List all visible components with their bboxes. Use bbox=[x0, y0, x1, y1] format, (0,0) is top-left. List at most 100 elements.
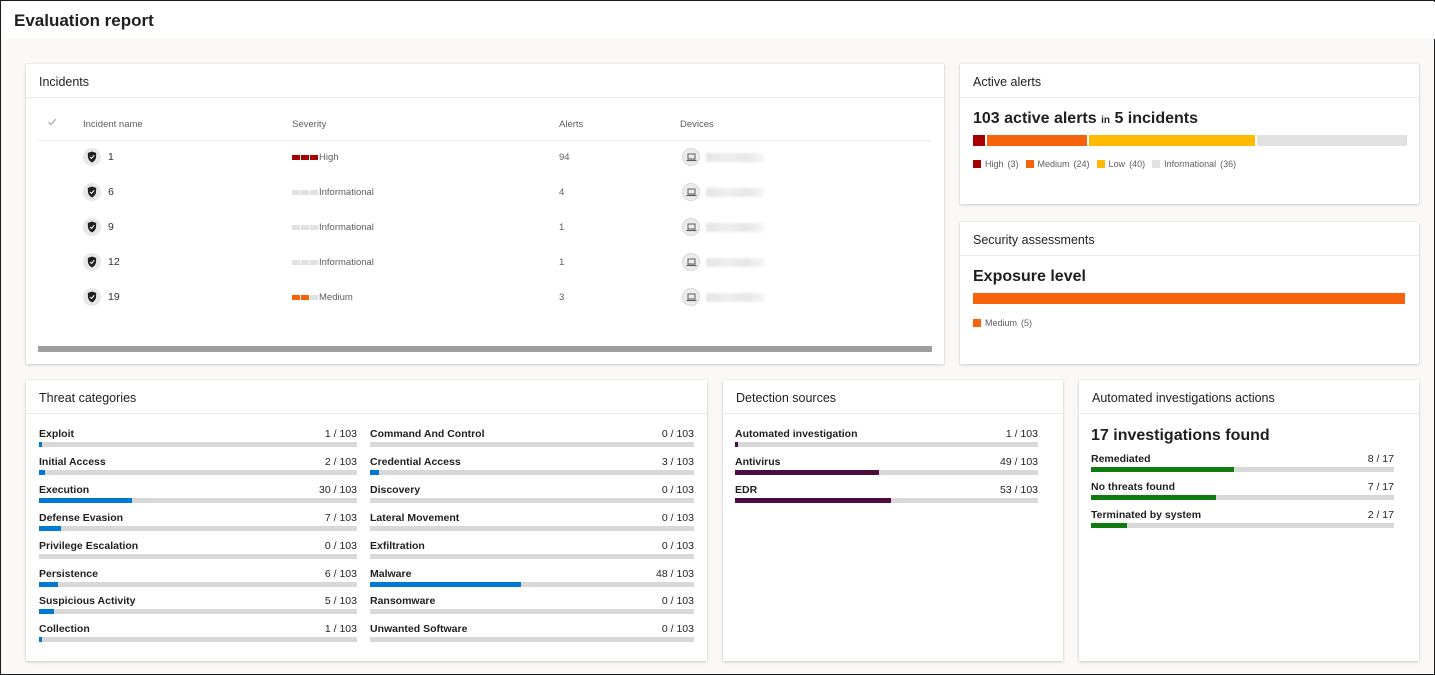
bar-item[interactable]: Credential Access 3 / 103 bbox=[370, 456, 694, 478]
bar-item[interactable]: Lateral Movement 0 / 103 bbox=[370, 512, 694, 534]
automated-investigations-title[interactable]: Automated investigations actions bbox=[1092, 391, 1275, 405]
bar-label[interactable]: Discovery bbox=[370, 483, 421, 496]
bar-item[interactable]: Suspicious Activity 5 / 103 bbox=[39, 595, 357, 617]
column-alerts[interactable]: Alerts bbox=[559, 119, 584, 130]
laptop-icon[interactable] bbox=[682, 288, 700, 306]
bar-label[interactable]: EDR bbox=[735, 483, 758, 496]
bar-label[interactable]: Exfiltration bbox=[370, 539, 425, 552]
bar-label[interactable]: Remediated bbox=[1091, 453, 1151, 465]
alerts-severity-bar[interactable] bbox=[973, 135, 1407, 146]
bar-item[interactable]: Persistence 6 / 103 bbox=[39, 568, 357, 590]
bar-label[interactable]: Persistence bbox=[39, 567, 98, 580]
legend-item-informational[interactable]: Informational (36) bbox=[1152, 159, 1236, 169]
bar-item[interactable]: Exfiltration 0 / 103 bbox=[370, 540, 694, 562]
bar-item[interactable]: Remediated 8 / 17 bbox=[1091, 453, 1394, 475]
bar-segment-medium[interactable] bbox=[973, 293, 1405, 304]
bar-count: 0 / 103 bbox=[661, 595, 694, 608]
bar-count: 0 / 103 bbox=[661, 539, 694, 552]
severity-square bbox=[301, 190, 309, 195]
bar-count: 7 / 103 bbox=[324, 511, 357, 524]
active-alerts-title[interactable]: Active alerts bbox=[973, 75, 1042, 89]
bar-item[interactable]: EDR 53 / 103 bbox=[735, 484, 1038, 506]
bar-label[interactable]: Ransomware bbox=[370, 595, 436, 608]
bar-item[interactable]: Unwanted Software 0 / 103 bbox=[370, 623, 694, 645]
bar-label[interactable]: Command And Control bbox=[370, 428, 485, 440]
incident-name[interactable]: 19 bbox=[108, 291, 120, 303]
bar-item[interactable]: Command And Control 0 / 103 bbox=[370, 428, 694, 450]
bar-segment-high[interactable] bbox=[973, 135, 986, 146]
column-devices[interactable]: Devices bbox=[680, 119, 714, 130]
bar-item[interactable]: Ransomware 0 / 103 bbox=[370, 595, 694, 617]
incident-row[interactable]: 6 Informational 4 bbox=[26, 177, 944, 212]
severity-square bbox=[301, 260, 309, 265]
bar-count: 0 / 103 bbox=[661, 623, 694, 636]
bar-label[interactable]: Malware bbox=[370, 567, 412, 580]
threat-categories-title[interactable]: Threat categories bbox=[39, 391, 137, 405]
severity-square bbox=[292, 225, 300, 230]
bar-item[interactable]: Malware 48 / 103 bbox=[370, 568, 694, 590]
card-divider bbox=[26, 413, 707, 414]
bar-label[interactable]: Initial Access bbox=[39, 455, 106, 468]
bar-label[interactable]: Terminated by system bbox=[1091, 509, 1202, 521]
detection-sources-title[interactable]: Detection sources bbox=[736, 391, 837, 405]
bar-label[interactable]: No threats found bbox=[1091, 481, 1175, 493]
bar-segment-informational[interactable] bbox=[1257, 135, 1407, 146]
bar-label[interactable]: Privilege Escalation bbox=[39, 539, 139, 552]
bar-item[interactable]: No threats found 7 / 17 bbox=[1091, 481, 1394, 503]
legend-item-high[interactable]: High (3) bbox=[973, 159, 1019, 169]
bar-item[interactable]: Discovery 0 / 103 bbox=[370, 484, 694, 506]
bar-track bbox=[39, 637, 357, 643]
device-name-redacted bbox=[706, 258, 764, 267]
laptop-icon[interactable] bbox=[682, 183, 700, 201]
incident-row[interactable]: 19 Medium 3 bbox=[26, 282, 944, 317]
device-name-redacted bbox=[706, 293, 764, 302]
page-title: Evaluation report bbox=[14, 11, 154, 30]
laptop-icon[interactable] bbox=[682, 253, 700, 271]
bar-label[interactable]: Defense Evasion bbox=[39, 511, 124, 524]
bar-label[interactable]: Automated investigation bbox=[735, 428, 858, 440]
severity-indicator bbox=[292, 190, 319, 195]
bar-label[interactable]: Credential Access bbox=[370, 455, 461, 468]
card-divider bbox=[723, 413, 1063, 414]
bar-label[interactable]: Execution bbox=[39, 483, 90, 496]
bar-label[interactable]: Collection bbox=[39, 623, 90, 636]
bar-label[interactable]: Lateral Movement bbox=[370, 511, 460, 524]
legend-item-low[interactable]: Low (40) bbox=[1096, 159, 1145, 169]
bar-item[interactable]: Defense Evasion 7 / 103 bbox=[39, 512, 357, 534]
horizontal-scrollbar[interactable] bbox=[38, 346, 932, 352]
legend-count: (5) bbox=[1021, 318, 1033, 328]
bar-item[interactable]: Initial Access 2 / 103 bbox=[39, 456, 357, 478]
incident-row[interactable]: 12 Informational 1 bbox=[26, 247, 944, 282]
column-incident-name[interactable]: Incident name bbox=[83, 119, 143, 130]
bar-item[interactable]: Exploit 1 / 103 bbox=[39, 428, 357, 450]
bar-item[interactable]: Antivirus 49 / 103 bbox=[735, 456, 1038, 478]
laptop-icon[interactable] bbox=[682, 148, 700, 166]
bar-label[interactable]: Exploit bbox=[39, 428, 75, 440]
incident-name[interactable]: 12 bbox=[108, 256, 120, 268]
bar-item[interactable]: Terminated by system 2 / 17 bbox=[1091, 509, 1394, 531]
bar-label[interactable]: Suspicious Activity bbox=[39, 595, 136, 608]
bar-item[interactable]: Execution 30 / 103 bbox=[39, 484, 357, 506]
legend-item-medium[interactable]: Medium (5) bbox=[973, 318, 1032, 328]
bar-label[interactable]: Unwanted Software bbox=[370, 623, 468, 636]
bar-segment-low[interactable] bbox=[1089, 135, 1256, 146]
legend-item-medium[interactable]: Medium (24) bbox=[1025, 159, 1090, 169]
exposure-level-bar[interactable] bbox=[973, 293, 1405, 304]
select-all-check-icon[interactable] bbox=[47, 117, 57, 130]
bar-item[interactable]: Privilege Escalation 0 / 103 bbox=[39, 540, 357, 562]
incident-name[interactable]: 6 bbox=[108, 186, 114, 198]
incidents-title[interactable]: Incidents bbox=[39, 75, 90, 89]
bar-fill bbox=[39, 637, 43, 643]
bar-item[interactable]: Automated investigation 1 / 103 bbox=[735, 428, 1038, 450]
column-severity[interactable]: Severity bbox=[292, 119, 327, 130]
security-assessments-title[interactable]: Security assessments bbox=[973, 233, 1095, 247]
incident-name[interactable]: 1 bbox=[108, 151, 114, 163]
laptop-icon[interactable] bbox=[682, 218, 700, 236]
bar-label[interactable]: Antivirus bbox=[735, 455, 781, 468]
active-alerts-count: 103 active alerts bbox=[973, 110, 1097, 127]
bar-segment-medium[interactable] bbox=[987, 135, 1088, 146]
bar-item[interactable]: Collection 1 / 103 bbox=[39, 623, 357, 645]
incident-name[interactable]: 9 bbox=[108, 221, 114, 233]
incident-row[interactable]: 9 Informational 1 bbox=[26, 212, 944, 247]
incident-row[interactable]: 1 High 94 bbox=[26, 142, 944, 177]
